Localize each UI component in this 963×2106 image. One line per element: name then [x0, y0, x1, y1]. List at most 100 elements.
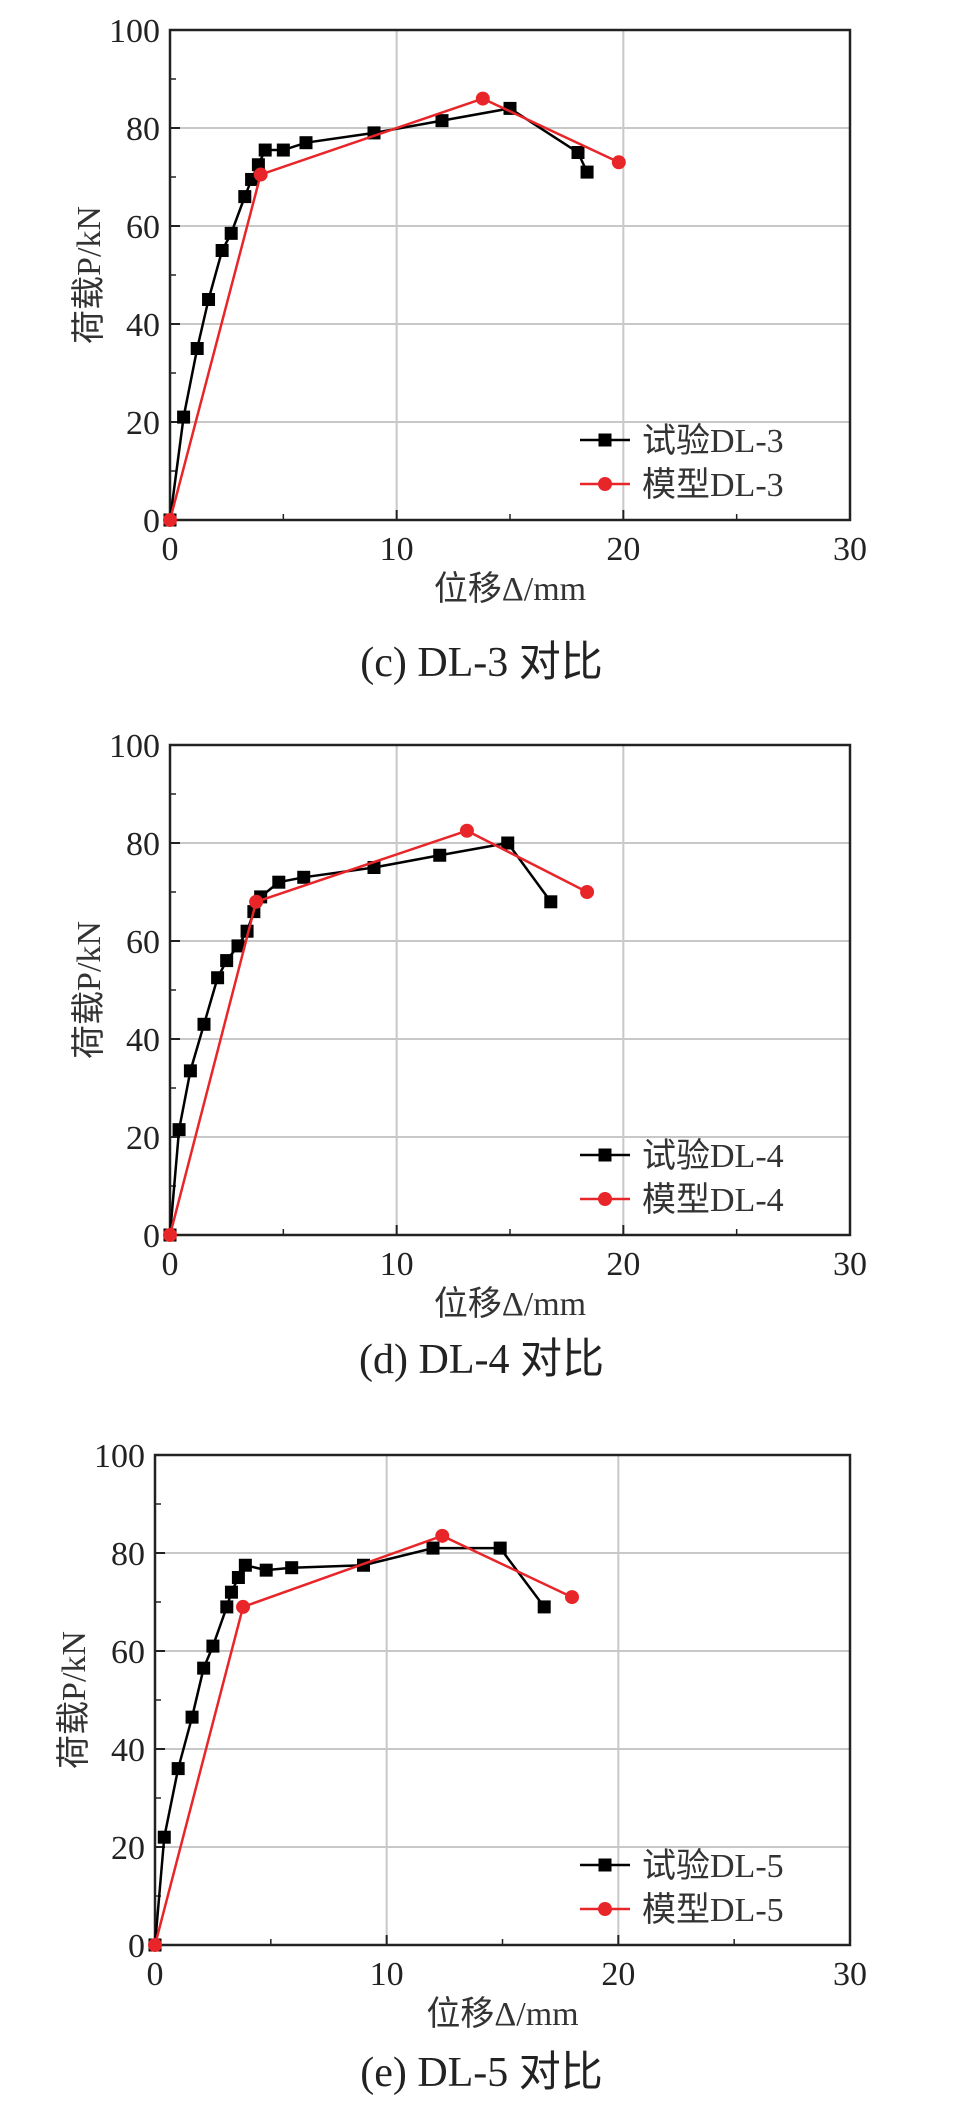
y-tick-label: 100 — [109, 728, 160, 765]
data-point-square — [259, 1563, 273, 1577]
y-tick-label: 20 — [111, 1830, 145, 1867]
chart-caption: (e) DL-5 对比 — [360, 2050, 603, 2096]
series-test — [148, 1541, 551, 1952]
data-point-square — [231, 1571, 245, 1584]
data-point-square — [433, 848, 447, 862]
grid-lines — [170, 745, 850, 1235]
data-point-square — [299, 136, 313, 150]
y-tick-label: 100 — [109, 13, 160, 50]
x-tick-label: 0 — [162, 531, 179, 568]
series-line — [168, 829, 588, 1236]
data-point-circle — [565, 1590, 579, 1605]
data-point-square — [190, 342, 204, 355]
legend-label: 试验DL-3 — [642, 422, 784, 460]
x-tick-label: 20 — [601, 1956, 635, 1993]
data-point-square — [211, 971, 225, 985]
data-point-square — [276, 143, 290, 157]
series-test — [163, 836, 558, 1242]
x-axis-title: 位移Δ/mm — [434, 1285, 586, 1323]
series-line — [153, 1546, 546, 1946]
data-point-circle — [236, 1599, 251, 1614]
x-tick-label: 10 — [380, 1246, 414, 1283]
y-tick-label: 80 — [111, 1536, 145, 1573]
series-model — [148, 1528, 579, 1952]
data-point-circle — [249, 894, 264, 909]
legend-item: 模型DL-5 — [580, 1891, 784, 1929]
y-tick-label: 20 — [126, 405, 160, 442]
y-tick-label: 40 — [111, 1732, 145, 1769]
data-point-circle — [475, 91, 490, 106]
data-point-square — [224, 226, 238, 240]
x-tick-label: 10 — [380, 531, 414, 568]
data-point-circle — [580, 885, 595, 899]
chart-caption: (d) DL-4 对比 — [359, 1337, 604, 1383]
legend-marker-circle — [598, 477, 612, 491]
legend-marker-square — [598, 1858, 612, 1872]
data-point-square — [426, 1541, 440, 1555]
data-point-circle — [435, 1528, 450, 1543]
y-tick-label: 0 — [128, 1928, 145, 1965]
data-point-square — [571, 146, 585, 159]
x-tick-label: 30 — [833, 1246, 867, 1283]
y-tick-label: 60 — [126, 924, 160, 961]
data-point-square — [297, 870, 311, 884]
x-tick-label: 20 — [606, 1246, 640, 1283]
data-point-square — [501, 836, 515, 850]
legend-label: 模型DL-3 — [642, 466, 784, 504]
data-point-square — [435, 114, 449, 128]
y-tick-label: 80 — [126, 111, 160, 148]
data-point-square — [238, 190, 252, 204]
data-point-square — [258, 143, 272, 157]
axis-ticks: 0 20 40 60 80 100 0 10 20 30 — [94, 1438, 867, 1993]
y-tick-label: 60 — [111, 1634, 145, 1671]
legend-marker-circle — [598, 1902, 612, 1916]
data-point-square — [185, 1710, 199, 1724]
x-tick-label: 30 — [833, 1956, 867, 1993]
legend-marker-circle — [598, 1192, 612, 1206]
y-axis-title: 荷载P/kN — [70, 206, 108, 344]
x-tick-label: 30 — [833, 531, 867, 568]
legend: 试验DL-3 模型DL-3 — [580, 422, 784, 504]
data-point-square — [172, 1123, 186, 1137]
y-tick-label: 60 — [126, 209, 160, 246]
y-tick-label: 40 — [126, 1022, 160, 1059]
series-test — [163, 101, 594, 527]
x-tick-label: 20 — [606, 531, 640, 568]
series-line — [168, 97, 620, 521]
legend-item: 试验DL-3 — [580, 422, 784, 460]
legend-label: 模型DL-4 — [642, 1181, 784, 1219]
y-tick-label: 0 — [143, 1218, 160, 1255]
y-tick-label: 40 — [126, 307, 160, 344]
chart-dl4: 0 20 40 60 80 100 0 10 20 30 位移Δ/mm 荷载P/kN 试验DL-4 模型D… — [70, 728, 867, 1323]
y-axis-title: 荷载P/kN — [55, 1631, 93, 1769]
y-axis-title: 荷载P/kN — [70, 921, 108, 1059]
series-line — [153, 1534, 573, 1946]
legend-item: 模型DL-4 — [580, 1181, 784, 1219]
y-tick-label: 100 — [94, 1438, 145, 1475]
legend-item: 试验DL-5 — [580, 1847, 784, 1885]
data-point-square — [177, 410, 191, 424]
data-point-circle — [163, 513, 177, 527]
legend-marker-square — [598, 1148, 612, 1162]
data-point-square — [231, 939, 245, 953]
x-tick-label: 0 — [162, 1246, 179, 1283]
series-model — [163, 91, 626, 527]
legend-item: 模型DL-3 — [580, 466, 784, 504]
legend-label: 试验DL-4 — [642, 1137, 784, 1175]
data-point-circle — [163, 1228, 177, 1242]
legend: 试验DL-4 模型DL-4 — [580, 1137, 784, 1219]
data-point-square — [238, 1558, 252, 1572]
chart-panel-dl5: 0 20 40 60 80 100 0 10 20 30 位移Δ/mm 荷载P/kN 试验DL-5 模型D… — [0, 1410, 963, 2106]
grid-lines — [170, 30, 850, 520]
data-point-square — [220, 954, 234, 968]
series-model — [163, 823, 595, 1242]
legend-label: 模型DL-5 — [642, 1891, 784, 1929]
data-point-circle — [148, 1938, 162, 1952]
data-point-circle — [253, 167, 268, 182]
data-point-square — [285, 1561, 299, 1575]
series-line — [168, 107, 589, 521]
data-point-square — [272, 875, 286, 889]
data-point-square — [580, 165, 594, 179]
data-point-square — [157, 1830, 171, 1844]
data-point-square — [215, 244, 229, 257]
